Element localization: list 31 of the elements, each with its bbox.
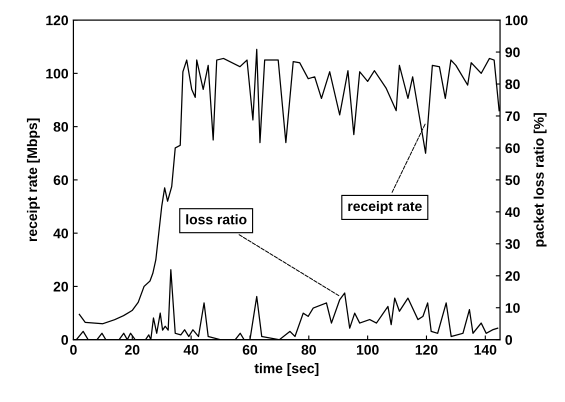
y2-tick-label: 40: [505, 207, 520, 218]
x-tick-label: 60: [242, 344, 258, 355]
x-tick-label: 0: [70, 344, 77, 355]
y2-tick-label: 50: [505, 175, 520, 186]
y2-tick-label: 10: [506, 303, 520, 313]
x-tick-label: 80: [302, 344, 316, 355]
y2-tick-label: 100: [506, 15, 528, 26]
y2-tick-label: 20: [505, 271, 520, 281]
y2-tick-label: 80: [505, 79, 520, 90]
y2-tick-label: 90: [505, 47, 520, 58]
x-tick-label: 140: [474, 344, 496, 355]
y-tick-label: 80: [54, 122, 68, 132]
y-tick-label: 100: [46, 68, 68, 79]
y2-axis-title: packet loss ratio [%]: [534, 113, 547, 247]
y-tick-label: 0: [61, 335, 68, 345]
y-axis-title: receipt rate [Mbps]: [26, 118, 40, 242]
y2-tick-label: 60: [505, 143, 520, 154]
y-tick-label: 20: [54, 282, 68, 292]
annotation: loss ratio: [186, 214, 246, 224]
y2-tick-label: 0: [505, 335, 512, 345]
y-tick-label: 40: [53, 228, 68, 238]
x-tick-label: 100: [356, 344, 379, 355]
x-tick-label: 40: [184, 344, 198, 355]
x-tick-label: 120: [416, 344, 438, 355]
y-tick-label: 60: [54, 175, 68, 186]
y2-tick-label: 70: [505, 111, 520, 122]
x-axis-title: time [sec]: [254, 363, 318, 376]
y-tick-label: 120: [46, 15, 68, 26]
annotation: receipt rate: [348, 200, 422, 214]
y2-tick-label: 30: [505, 239, 520, 249]
x-tick-label: 20: [125, 344, 140, 355]
